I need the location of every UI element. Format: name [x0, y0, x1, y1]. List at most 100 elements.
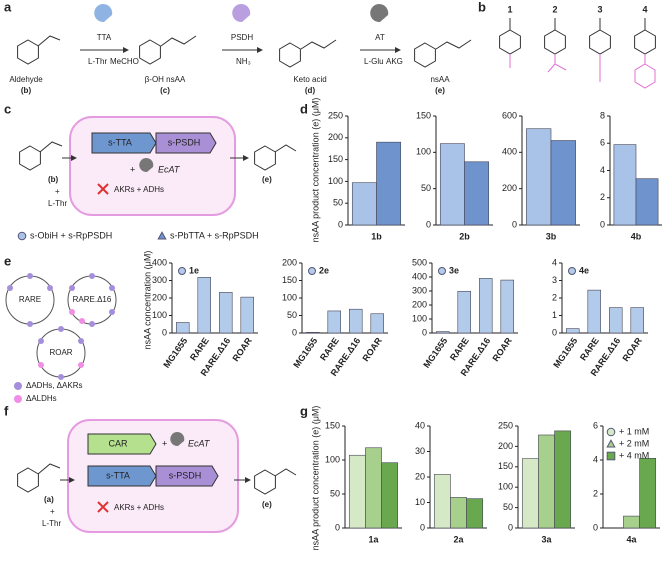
bar	[639, 457, 657, 529]
x-tick-label: 1b	[371, 231, 382, 241]
x-tick-label: ROAR	[360, 335, 384, 363]
bar	[219, 292, 233, 334]
ring	[634, 29, 656, 55]
legend-label: 3e	[449, 265, 459, 275]
y-tick-label: 2	[600, 192, 605, 202]
substrate: (a)	[44, 495, 54, 504]
coproduct: MeCHO	[110, 57, 139, 66]
y-tick-label: 40	[415, 420, 425, 430]
panel-label: a	[4, 0, 12, 14]
bar	[478, 278, 493, 334]
bar	[450, 497, 467, 529]
bar	[565, 328, 580, 334]
panel-label: g	[300, 403, 308, 418]
bar	[466, 498, 484, 529]
gene-label: s-TTA	[108, 137, 132, 147]
y-tick-label: 250	[498, 420, 513, 430]
y-tick-label: 50	[330, 488, 340, 498]
y-tick-label: 150	[282, 275, 297, 285]
knockout: AKRs + ADHs	[114, 503, 164, 512]
bar	[240, 296, 255, 334]
y-tick-label: 6	[593, 420, 598, 430]
compound-name: Aldehyde	[9, 75, 43, 84]
y-tick-label: 250	[328, 110, 343, 120]
y-tick-label: 0	[292, 327, 297, 337]
ring	[139, 39, 161, 65]
legend-label: + 4 mM	[619, 450, 649, 460]
enzyme: TTA	[97, 33, 112, 42]
bar	[348, 454, 366, 529]
compound-number: 4	[642, 4, 647, 14]
bonds	[274, 144, 297, 153]
enzyme-icon	[94, 4, 113, 23]
y-tick-label: 30	[415, 446, 425, 456]
gene	[155, 465, 219, 487]
ring	[254, 469, 276, 495]
enzyme-icon	[232, 4, 251, 23]
ring	[544, 29, 566, 55]
knockouts	[7, 273, 115, 380]
ring	[17, 39, 39, 65]
gene-label: s-PSDH	[168, 137, 201, 147]
y-tick-label: 600	[502, 110, 517, 120]
legend-label: ΔALDHs	[26, 394, 57, 403]
legend-label: s-ObiH + s-RpPSDH	[30, 230, 112, 240]
y-tick-label: 0	[512, 219, 517, 229]
substrate: (b)	[48, 175, 59, 184]
legend-marker	[17, 231, 27, 241]
enzyme: AT	[375, 33, 385, 42]
bar	[327, 310, 341, 334]
y-tick-label: 0	[422, 327, 427, 337]
legend-label: + 1 mM	[619, 426, 649, 436]
bar	[538, 434, 555, 529]
bonds	[37, 35, 472, 50]
y-tick-label: 150	[416, 110, 431, 120]
x-tick-label: ROAR	[490, 335, 514, 363]
y-tick-label: 400	[502, 147, 517, 157]
strain-name: RARE.Δ16	[73, 295, 112, 304]
y-tick-label: 0	[593, 522, 598, 532]
y-tick-label: 200	[282, 257, 297, 267]
enzyme: PSDH	[231, 33, 253, 42]
x-tick-label: MG1655	[291, 336, 319, 370]
y-tick-label: 50	[503, 502, 513, 512]
y-tick-label: 500	[412, 257, 427, 267]
y-tick-label: 200	[412, 299, 427, 309]
x-tick-label: MG1655	[551, 336, 579, 370]
y-tick-label: 150	[498, 461, 513, 471]
x-tick-label: 2b	[459, 231, 470, 241]
legend-label: 2e	[319, 265, 329, 275]
y-tick-label: 100	[152, 310, 167, 320]
y-tick-label: 300	[412, 285, 427, 295]
legend-label: s-PbTTA + s-RpPSDH	[170, 230, 259, 240]
y-tick-label: 50	[333, 198, 343, 208]
legend-marker	[606, 427, 616, 437]
y-tick-label: 6	[600, 138, 605, 148]
panel-label: d	[300, 101, 308, 116]
y-tick-label: 200	[498, 441, 513, 451]
y-tick-label: 0	[508, 522, 513, 532]
y-axis-label: nsAA concentration (μM)	[142, 251, 152, 350]
bar	[370, 313, 384, 334]
y-tick-label: 2	[552, 292, 557, 302]
compound-number: 1	[507, 4, 512, 14]
y-tick-label: 0	[420, 522, 425, 532]
x-tick-label: 2a	[453, 534, 464, 544]
legend-marker	[14, 395, 22, 403]
cosubstrate: L-Thr	[88, 57, 107, 66]
y-tick-label: 400	[412, 271, 427, 281]
y-tick-label: 50	[287, 310, 297, 320]
legend-marker	[14, 382, 22, 390]
bar	[635, 178, 659, 226]
y-tick-label: 400	[152, 257, 167, 267]
bar	[554, 430, 572, 529]
y-tick-label: 150	[328, 154, 343, 164]
cosubstrate: L-Thr	[48, 199, 67, 208]
x-tick-label: 4b	[631, 231, 642, 241]
y-tick-label: 0	[426, 219, 431, 229]
x-tick-label: MG1655	[161, 336, 189, 370]
bar	[376, 141, 402, 226]
compound-number: 3	[597, 4, 602, 14]
plus: +	[55, 187, 60, 196]
bar	[630, 307, 644, 334]
